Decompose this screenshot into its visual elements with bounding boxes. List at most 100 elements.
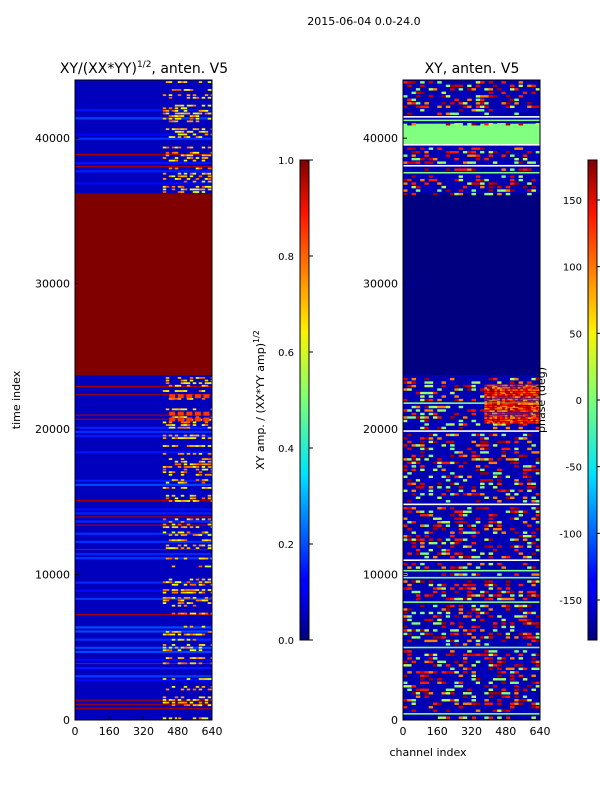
right-speckle [535, 555, 540, 559]
right-speckle [445, 615, 451, 618]
right-speckle [497, 660, 502, 664]
right-speckle [480, 468, 485, 472]
right-speckle [518, 548, 524, 552]
right-speckle [424, 147, 429, 150]
right-speckle [445, 671, 451, 674]
right-speckle [450, 507, 455, 510]
left-speckle [207, 518, 212, 521]
right-speckle [497, 594, 502, 597]
right-speckle [514, 688, 519, 691]
right-warm-cell [486, 386, 490, 389]
right-speckle [445, 548, 451, 552]
left-speckle [204, 468, 209, 471]
left-speckle [174, 416, 179, 419]
left-row [75, 426, 212, 429]
left-speckle [180, 191, 185, 193]
left-speckle [207, 565, 212, 568]
right-warm-cell [486, 410, 490, 412]
right-row [403, 119, 540, 122]
right-speckle [450, 566, 455, 569]
right-speckle [450, 472, 455, 475]
right-speckle [505, 426, 511, 430]
right-warm-cell [522, 393, 526, 396]
right-speckle [471, 548, 476, 552]
left-speckle [189, 646, 194, 649]
right-speckle [441, 632, 447, 636]
left-speckle [192, 115, 197, 117]
right-speckle [471, 625, 476, 629]
left-speckle [162, 172, 167, 175]
right-speckle [514, 548, 519, 552]
right-speckle [441, 660, 447, 664]
right-warm-cell [494, 391, 498, 394]
right-speckle [475, 468, 481, 472]
right-speckle [475, 168, 481, 171]
right-speckle [437, 105, 442, 108]
right-row [403, 569, 540, 572]
right-warm-cell [502, 421, 506, 424]
right-speckle [445, 489, 451, 492]
left-speckle [186, 638, 191, 641]
left-speckle [162, 644, 167, 646]
right-speckle [415, 189, 421, 192]
left-speckle [171, 531, 176, 534]
right-speckle [437, 545, 442, 548]
left-speckle [204, 479, 209, 481]
right-speckle [458, 604, 464, 608]
left-speckle [162, 701, 167, 704]
right-speckle [432, 192, 438, 196]
right-speckle [428, 395, 434, 398]
left-speckle [186, 591, 191, 594]
left-speckle [201, 539, 206, 542]
right-speckle [471, 178, 476, 182]
left-row [75, 626, 212, 629]
left-speckle [201, 463, 206, 466]
right-speckle [437, 681, 442, 684]
right-warm-cell [486, 412, 490, 415]
right-speckle [403, 95, 408, 98]
left-speckle [174, 717, 179, 720]
right-speckle [475, 618, 481, 622]
right-speckle [535, 461, 540, 465]
left-speckle [186, 596, 191, 599]
left-speckle [168, 94, 173, 97]
right-speckle [415, 618, 421, 622]
right-speckle [437, 398, 442, 402]
left-speckle [162, 581, 167, 584]
right-speckle [522, 168, 528, 171]
right-speckle [432, 440, 438, 444]
left-speckle [192, 382, 197, 385]
right-speckle [510, 517, 515, 520]
right-speckle [403, 391, 408, 395]
left-speckle [168, 539, 173, 542]
left-speckle [183, 416, 188, 419]
right-speckle [407, 685, 412, 688]
right-speckle [522, 622, 528, 625]
left-speckle [207, 688, 212, 691]
right-warm-cell [504, 389, 508, 392]
left-speckle [195, 115, 200, 117]
right-speckle [501, 650, 506, 653]
right-speckle [411, 91, 417, 95]
left-speckle [189, 633, 194, 636]
right-speckle [488, 95, 494, 98]
right-warm-cell [510, 407, 514, 410]
left-speckle [168, 649, 173, 652]
left-speckle [162, 468, 167, 471]
left-speckle [180, 521, 185, 523]
right-warm-cell [484, 407, 488, 410]
right-speckle [527, 639, 532, 643]
right-speckle [505, 555, 511, 559]
right-warm-cell [525, 391, 529, 394]
right-speckle [432, 629, 438, 632]
left-speckle [162, 112, 167, 115]
right-speckle [497, 678, 502, 681]
right-speckle [492, 524, 498, 527]
right-speckle [497, 489, 502, 492]
right-row [403, 402, 540, 404]
right-warm-cell [512, 405, 516, 408]
right-speckle [510, 168, 515, 171]
right-warm-cell [502, 407, 506, 410]
left-speckle [174, 463, 179, 466]
right-speckle [450, 150, 455, 154]
